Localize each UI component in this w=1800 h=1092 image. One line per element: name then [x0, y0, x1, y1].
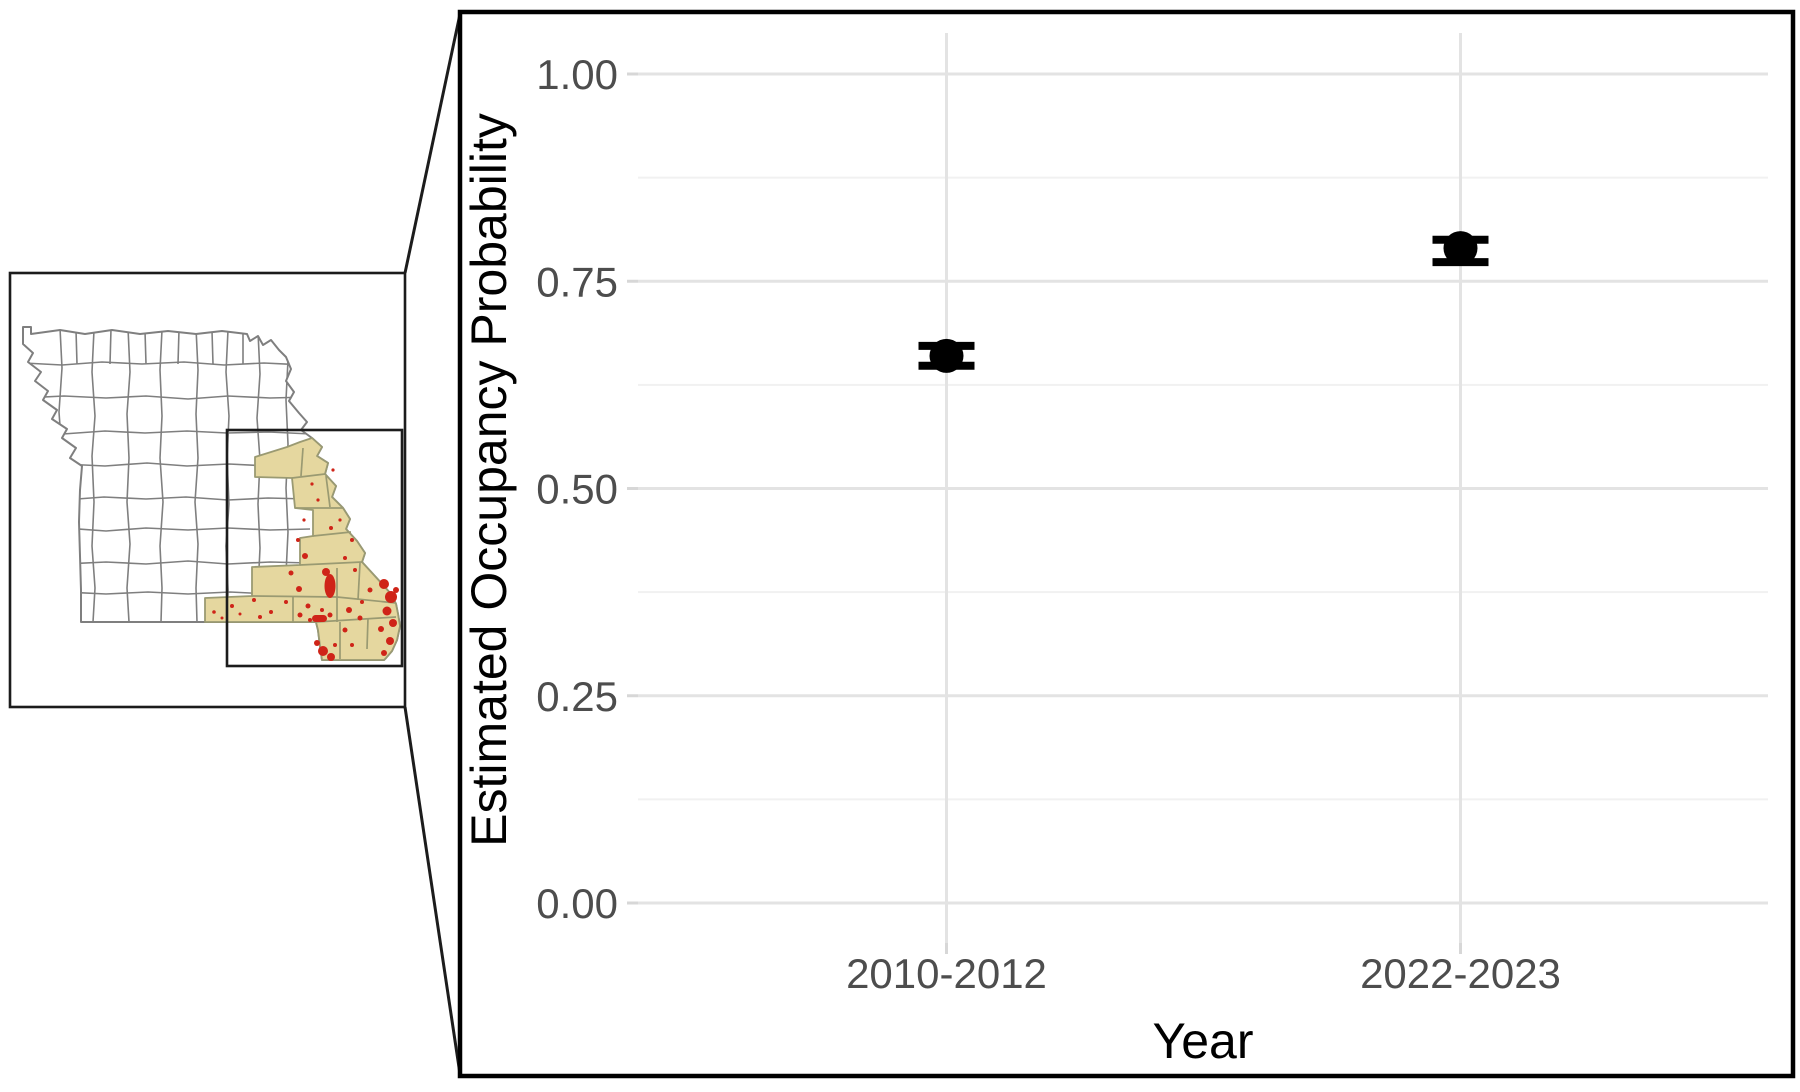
missouri-county-map	[22, 326, 404, 668]
x-tick-label: 2022-2023	[1360, 950, 1561, 997]
estimate-point-with-errorbar	[1432, 231, 1489, 267]
zoom-connector-top	[403, 13, 462, 274]
y-axis-title: Estimated Occupancy Probability	[461, 113, 517, 847]
x-axis-title: Year	[1152, 1013, 1253, 1069]
gridlines-major	[638, 33, 1768, 943]
axis-tick-marks	[627, 72, 1462, 954]
chart-border-box	[457, 9, 1796, 1079]
y-tick-label: 0.50	[536, 466, 618, 513]
zoom-connector-bottom	[403, 706, 462, 1075]
study-region-county-lines	[251, 447, 397, 659]
y-tick-label: 0.75	[536, 258, 618, 305]
data-series	[918, 231, 1489, 373]
y-tick-label: 1.00	[536, 51, 618, 98]
map-outer-box	[8, 271, 407, 709]
y-tick-label: 0.00	[536, 880, 618, 927]
y-axis-tick-labels: 0.00 0.25 0.50 0.75 1.00	[536, 51, 618, 927]
estimate-point	[929, 338, 964, 373]
y-tick-label: 0.25	[536, 673, 618, 720]
estimate-point-with-errorbar	[918, 338, 975, 373]
detection-points	[212, 468, 399, 661]
x-tick-label: 2010-2012	[846, 950, 1047, 997]
gridlines-minor	[638, 176, 1768, 801]
estimate-point	[1443, 231, 1478, 266]
study-region	[204, 437, 401, 661]
inset-zoom-box	[225, 428, 404, 668]
x-axis-tick-labels: 2010-2012 2022-2023	[846, 950, 1561, 997]
map-inset-panel	[8, 271, 407, 709]
study-region-area	[204, 437, 401, 661]
chart-panel: 0.000.250.500.751.00 2010-2012 2022-2023 …	[457, 9, 1796, 1079]
